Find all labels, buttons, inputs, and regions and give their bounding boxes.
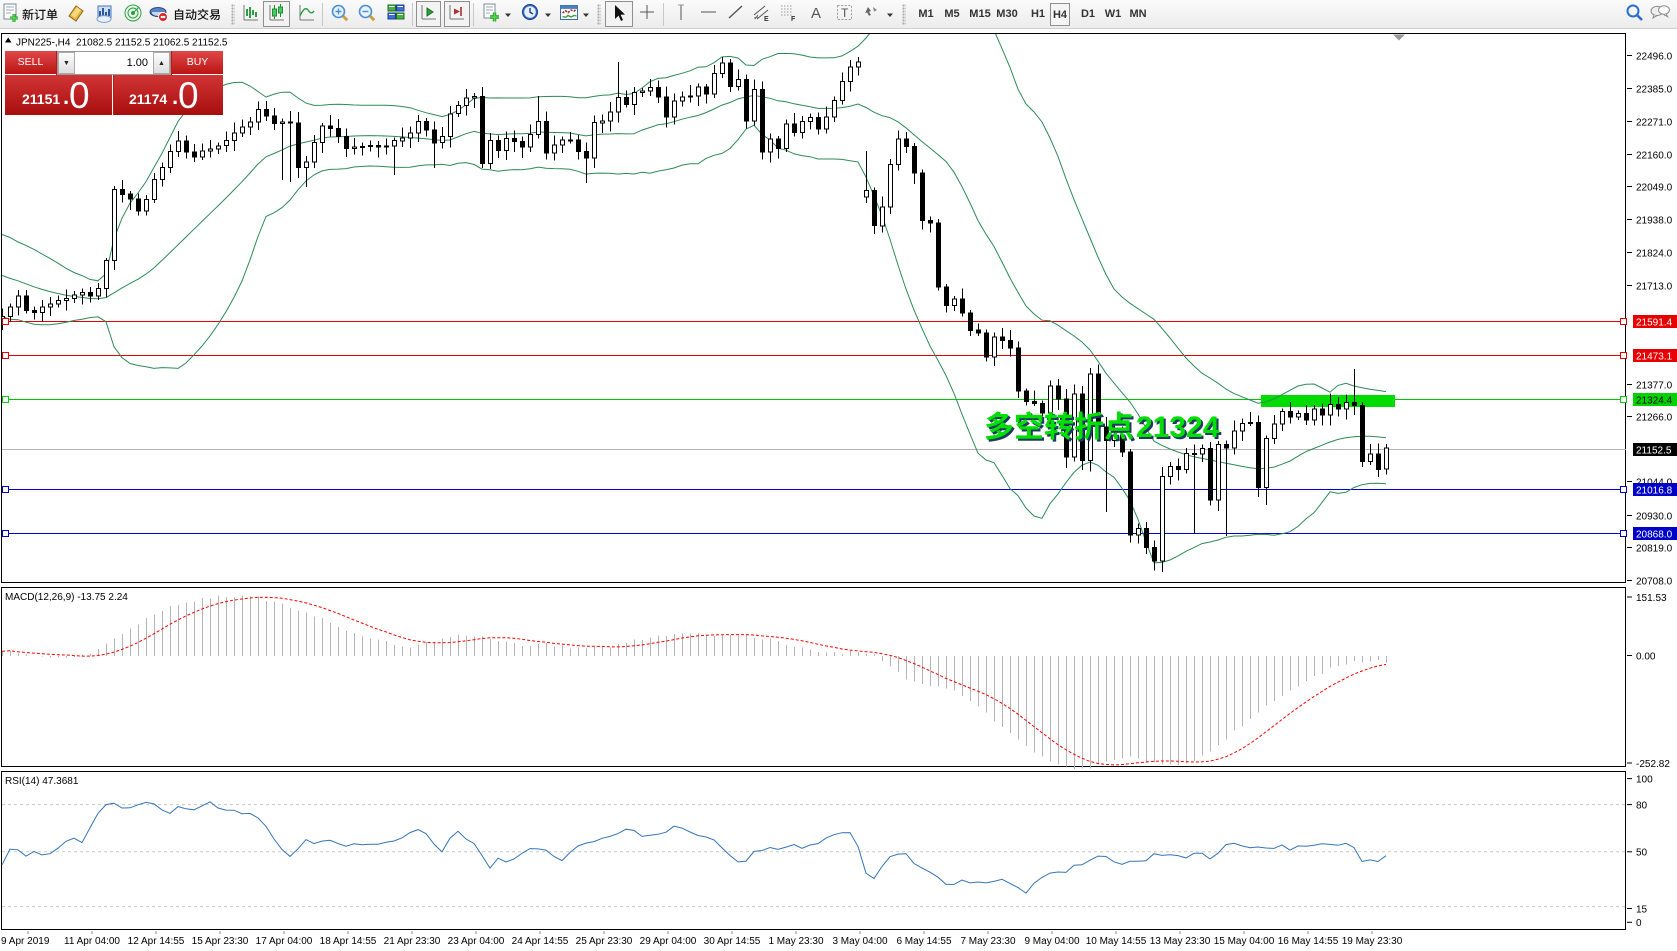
svg-text:0.00: 0.00 <box>1636 651 1656 662</box>
svg-text:12 Apr 14:55: 12 Apr 14:55 <box>128 936 185 947</box>
svg-text:21713.0: 21713.0 <box>1636 281 1673 292</box>
svg-text:21473.1: 21473.1 <box>1636 351 1673 362</box>
svg-text:21377.0: 21377.0 <box>1636 380 1673 391</box>
svg-text:3 May 04:00: 3 May 04:00 <box>832 936 887 947</box>
svg-text:E: E <box>764 16 769 23</box>
svg-text:21 Apr 23:30: 21 Apr 23:30 <box>384 936 441 947</box>
svg-text:1 May 23:30: 1 May 23:30 <box>768 936 823 947</box>
svg-text:20930.0: 20930.0 <box>1636 511 1673 522</box>
svg-text:10 May 14:55: 10 May 14:55 <box>1086 936 1147 947</box>
svg-text:16 May 14:55: 16 May 14:55 <box>1278 936 1339 947</box>
svg-text:17 Apr 04:00: 17 Apr 04:00 <box>256 936 313 947</box>
svg-text:20819.0: 20819.0 <box>1636 543 1673 554</box>
svg-text:21938.0: 21938.0 <box>1636 215 1673 226</box>
svg-text:7 May 23:30: 7 May 23:30 <box>960 936 1015 947</box>
svg-text:9 May 04:00: 9 May 04:00 <box>1024 936 1079 947</box>
svg-text:21044.0: 21044.0 <box>1636 477 1673 488</box>
svg-text:23 Apr 04:00: 23 Apr 04:00 <box>448 936 505 947</box>
svg-text:22385.0: 22385.0 <box>1636 84 1673 95</box>
svg-text:21266.0: 21266.0 <box>1636 412 1673 423</box>
svg-text:15: 15 <box>1636 904 1648 915</box>
svg-text:22160.0: 22160.0 <box>1636 150 1673 161</box>
svg-text:21324.4: 21324.4 <box>1636 395 1673 406</box>
svg-text:A: A <box>811 5 821 22</box>
svg-text:20708.0: 20708.0 <box>1636 576 1673 587</box>
svg-text:0: 0 <box>1636 918 1642 929</box>
svg-text:19 May 23:30: 19 May 23:30 <box>1342 936 1403 947</box>
svg-text:18 Apr 14:55: 18 Apr 14:55 <box>320 936 377 947</box>
svg-text:22049.0: 22049.0 <box>1636 182 1673 193</box>
svg-text:T: T <box>841 6 849 20</box>
svg-text:6 May 14:55: 6 May 14:55 <box>896 936 951 947</box>
svg-text:-252.82: -252.82 <box>1636 759 1670 770</box>
svg-text:50: 50 <box>1636 848 1648 859</box>
svg-text:RSI(14) 47.3681: RSI(14) 47.3681 <box>5 776 79 787</box>
svg-text:20868.0: 20868.0 <box>1636 529 1673 540</box>
svg-text:13 May 23:30: 13 May 23:30 <box>1150 936 1211 947</box>
svg-text:100: 100 <box>1636 774 1653 785</box>
svg-text:30 Apr 14:55: 30 Apr 14:55 <box>704 936 761 947</box>
svg-text:29 Apr 04:00: 29 Apr 04:00 <box>640 936 697 947</box>
svg-text:F: F <box>791 16 796 23</box>
svg-text:21152.5: 21152.5 <box>1636 445 1672 456</box>
svg-text:22496.0: 22496.0 <box>1636 51 1673 62</box>
svg-text:MACD(12,26,9) -13.75 2.24: MACD(12,26,9) -13.75 2.24 <box>5 592 128 603</box>
svg-text:21324: 21324 <box>1136 411 1220 444</box>
svg-text:25 Apr 23:30: 25 Apr 23:30 <box>576 936 633 947</box>
svg-text:21324: 21324 <box>1138 413 1222 446</box>
svg-text:11 Apr 04:00: 11 Apr 04:00 <box>64 936 120 947</box>
svg-text:15 May 04:00: 15 May 04:00 <box>1214 936 1275 947</box>
svg-text:9 Apr 2019: 9 Apr 2019 <box>1 936 50 947</box>
svg-text:15 Apr 23:30: 15 Apr 23:30 <box>192 936 249 947</box>
svg-text:21591.4: 21591.4 <box>1636 317 1673 328</box>
svg-text:JPN225-,H4 21082.5 21152.5 21: JPN225-,H4 21082.5 21152.5 21062.5 21152… <box>16 38 228 49</box>
svg-text:24 Apr 14:55: 24 Apr 14:55 <box>512 936 569 947</box>
svg-text:21016.8: 21016.8 <box>1636 485 1673 496</box>
svg-text:80: 80 <box>1636 800 1648 811</box>
svg-text:21824.0: 21824.0 <box>1636 248 1673 259</box>
svg-text:151.53: 151.53 <box>1636 593 1667 604</box>
svg-text:22271.0: 22271.0 <box>1636 117 1673 128</box>
